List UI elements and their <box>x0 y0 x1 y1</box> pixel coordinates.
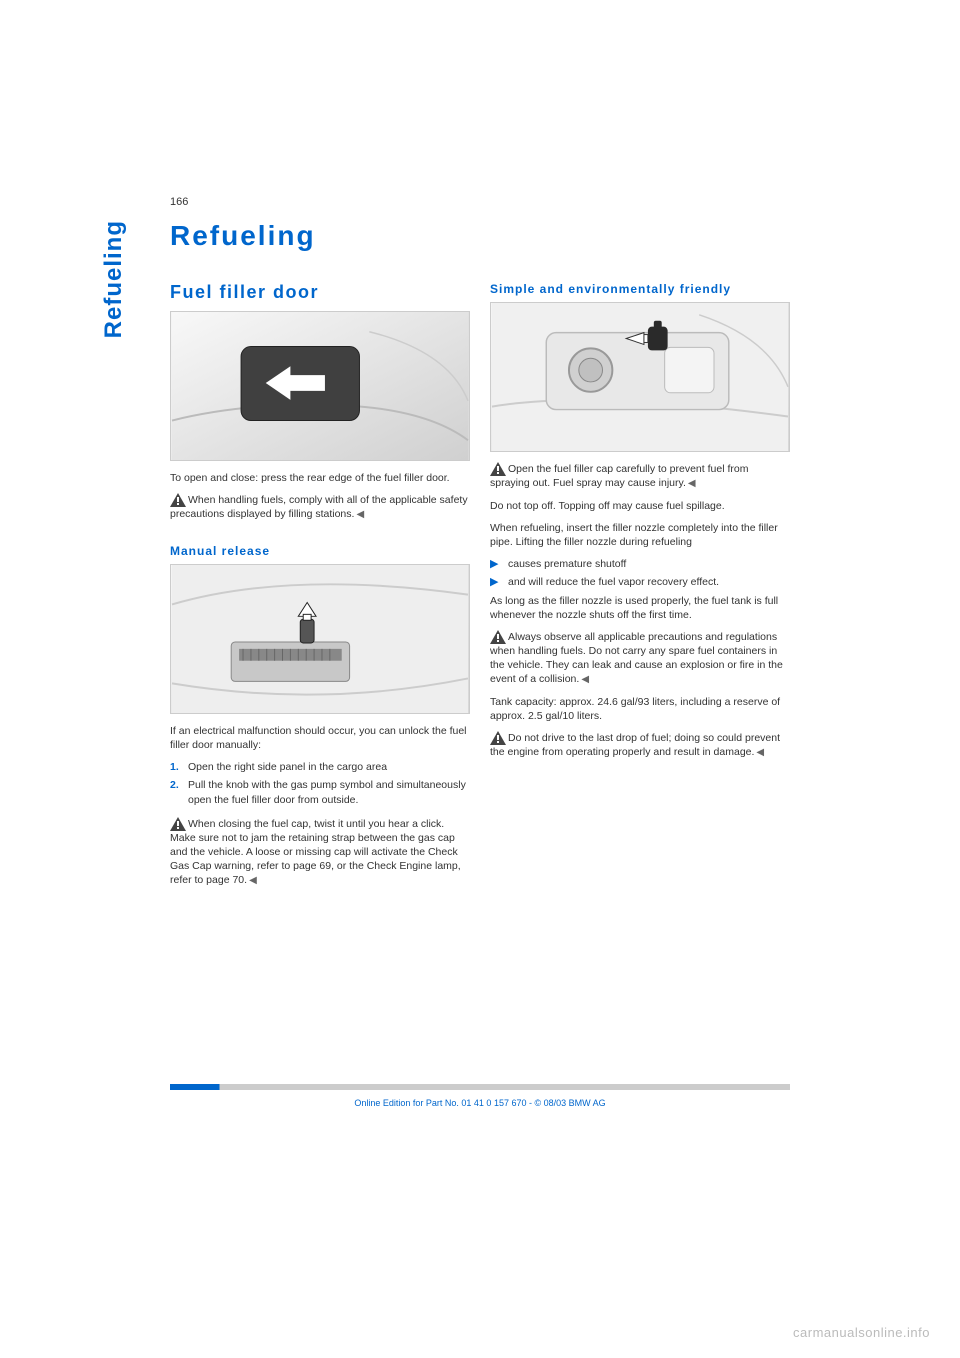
end-marker-icon: ◀ <box>249 875 257 886</box>
bullet-item: ▶ causes premature shutoff <box>490 557 790 571</box>
paragraph: Do not top off. Topping off may cause fu… <box>490 499 790 513</box>
watermark: carmanualsonline.info <box>793 1325 930 1340</box>
warning-icon <box>490 630 506 644</box>
warning-text: Open the fuel filler cap carefully to pr… <box>490 463 748 489</box>
heading-simple-env: Simple and environmentally friendly <box>490 282 790 296</box>
warning-text: Do not drive to the last drop of fuel; d… <box>490 732 780 758</box>
step-number: 1. <box>170 760 179 774</box>
figure-fuel-door-open <box>490 302 790 452</box>
bullet-item: ▶ and will reduce the fuel vapor recover… <box>490 575 790 589</box>
bullet-icon: ▶ <box>490 575 498 590</box>
bullet-text: and will reduce the fuel vapor recovery … <box>508 576 719 588</box>
two-column-layout: Fuel filler door To open an <box>170 282 790 896</box>
paragraph: Tank capacity: approx. 24.6 gal/93 liter… <box>490 695 790 723</box>
step-text: Pull the knob with the gas pump symbol a… <box>188 779 466 805</box>
warning-icon <box>490 462 506 476</box>
bullet-icon: ▶ <box>490 557 498 572</box>
figure-manual-release <box>170 564 470 714</box>
heading-fuel-filler-door: Fuel filler door <box>170 282 470 303</box>
page-number: 166 <box>170 196 188 208</box>
warning-icon <box>490 731 506 745</box>
end-marker-icon: ◀ <box>356 509 364 520</box>
warning-block: When handling fuels, comply with all of … <box>170 493 470 522</box>
footer-rule <box>170 1084 790 1090</box>
heading-manual-release: Manual release <box>170 544 470 558</box>
page-title: Refueling <box>170 220 790 252</box>
warning-block: Open the fuel filler cap carefully to pr… <box>490 462 790 491</box>
end-marker-icon: ◀ <box>756 747 764 758</box>
warning-block: When closing the fuel cap, twist it unti… <box>170 817 470 888</box>
end-marker-icon: ◀ <box>688 478 696 489</box>
warning-icon <box>170 493 186 507</box>
footer-text: Online Edition for Part No. 01 41 0 157 … <box>170 1098 790 1108</box>
paragraph: When refueling, insert the filler nozzle… <box>490 521 790 549</box>
warning-icon <box>170 817 186 831</box>
paragraph: If an electrical malfunction should occu… <box>170 724 470 752</box>
warning-text: When closing the fuel cap, twist it unti… <box>170 818 461 887</box>
warning-text: When handling fuels, comply with all of … <box>170 494 468 520</box>
figure-fuel-door-closed <box>170 311 470 461</box>
left-column: Fuel filler door To open an <box>170 282 470 896</box>
end-marker-icon: ◀ <box>581 674 589 685</box>
step-text: Open the right side panel in the cargo a… <box>188 761 387 773</box>
numbered-step: 1. Open the right side panel in the carg… <box>170 760 470 774</box>
warning-text: Always observe all applicable precaution… <box>490 631 783 686</box>
step-number: 2. <box>170 778 179 792</box>
numbered-step: 2. Pull the knob with the gas pump symbo… <box>170 778 470 806</box>
warning-block: Do not drive to the last drop of fuel; d… <box>490 731 790 760</box>
warning-block: Always observe all applicable precaution… <box>490 630 790 687</box>
paragraph: To open and close: press the rear edge o… <box>170 471 470 485</box>
right-column: Simple and environmentally friendly <box>490 282 790 896</box>
paragraph: As long as the filler nozzle is used pro… <box>490 594 790 622</box>
side-tab: Refueling <box>100 220 128 338</box>
page-content: Refueling Fuel filler door <box>170 220 790 896</box>
bullet-text: causes premature shutoff <box>508 558 626 570</box>
